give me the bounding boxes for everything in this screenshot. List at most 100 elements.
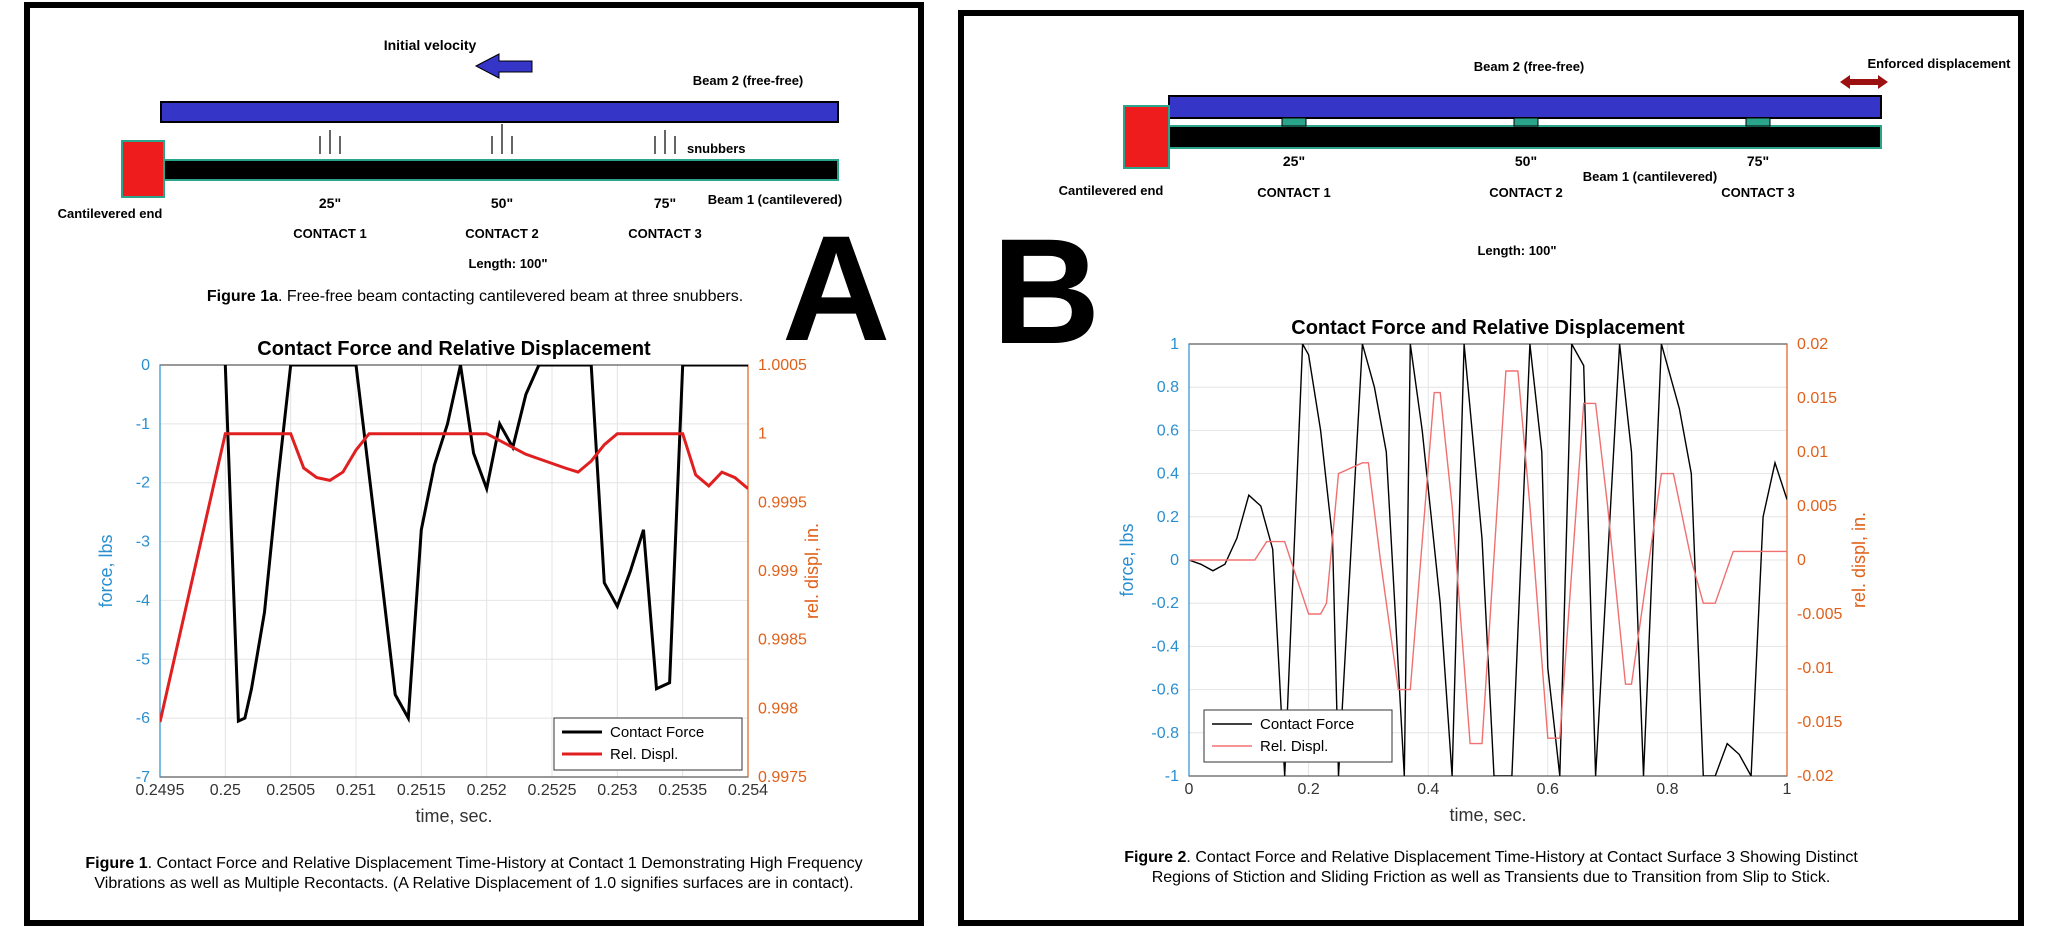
panel-b-diagram: Beam 2 (free-free) Enforced displacement… <box>1059 56 2012 258</box>
x-tick-label: 0.8 <box>1656 781 1678 798</box>
chart-title: Contact Force and Relative Displacement <box>257 338 651 360</box>
enforced-displacement-label: Enforced displacement <box>1867 56 2011 71</box>
y-tick-label: 0 <box>1170 552 1179 569</box>
x-axis-label: time, sec. <box>1449 805 1526 825</box>
legend-label: Rel. Displ. <box>610 746 678 763</box>
y-tick-label: 0.6 <box>1157 422 1179 439</box>
x-tick-label: 0 <box>1185 781 1194 798</box>
x-tick-label: 0.253 <box>597 782 637 799</box>
left-arrow-icon <box>474 53 533 79</box>
figure-1-text-1: . Contact Force and Relative Displacemen… <box>147 855 863 872</box>
figure-1-label: Figure 1 <box>85 855 148 872</box>
y2-axis-label: rel. displ, in. <box>1849 512 1869 608</box>
contact-label: CONTACT 1 <box>293 226 366 241</box>
series-line-contact-force <box>1189 344 1787 776</box>
x-tick-label: 0.2 <box>1297 781 1319 798</box>
x-tick-label: 0.254 <box>728 782 768 799</box>
y-tick-label: -0.8 <box>1151 725 1179 742</box>
panel-a: Initial velocity Beam 2 (free-free) snub… <box>24 2 924 926</box>
x-tick-label: 0.6 <box>1537 781 1559 798</box>
length-label: Length: 100" <box>1477 243 1556 258</box>
contact-label: CONTACT 3 <box>628 226 701 241</box>
y2-tick-label: 1.0005 <box>758 357 807 374</box>
x-tick-label: 0.2505 <box>266 782 315 799</box>
legend-box <box>1203 709 1393 763</box>
y-tick-label: 0.4 <box>1157 466 1179 483</box>
figure-2-text-2: Regions of Stiction and Sliding Friction… <box>1151 869 1831 886</box>
y2-tick-label: 0.9975 <box>758 769 807 786</box>
x-tick-label: 0.251 <box>336 782 376 799</box>
x-tick-label: 0.252 <box>467 782 507 799</box>
position-label: 25" <box>319 195 341 211</box>
x-tick-label: 0.25 <box>210 782 241 799</box>
y-tick-label: -0.2 <box>1151 595 1179 612</box>
legend-box <box>553 717 743 771</box>
series-line-contact-force <box>223 365 748 724</box>
contact-label: CONTACT 2 <box>1489 185 1562 200</box>
figure-1-caption: Figure 1. Contact Force and Relative Dis… <box>30 854 918 894</box>
initial-velocity-label: Initial velocity <box>384 37 477 53</box>
contact-label: CONTACT 1 <box>1257 185 1330 200</box>
figure-1-text-2: Vibrations as well as Multiple Recontact… <box>94 875 854 892</box>
y-tick-label: -5 <box>136 651 150 668</box>
y-tick-label: -7 <box>136 769 150 786</box>
y2-tick-label: 0.015 <box>1797 390 1837 407</box>
y2-tick-label: 0.998 <box>758 700 798 717</box>
plot-area: 0 0.2 0.4 0.6 0.8 1 1 0.8 0.6 0.4 0.2 0 -0.2 -0.4 -0.6… <box>1117 317 1869 825</box>
y-tick-label: 0 <box>141 357 150 374</box>
contact-label: CONTACT 2 <box>465 226 538 241</box>
y2-tick-label: -0.005 <box>1797 606 1842 623</box>
cantilevered-end-label: Cantilevered end <box>58 206 163 221</box>
beam1-label: Beam 1 (cantilevered) <box>1583 169 1717 184</box>
y-tick-label: -2 <box>136 475 150 492</box>
x-tick-label: 0.2525 <box>528 782 577 799</box>
axes-frame <box>159 364 749 778</box>
y-axis-label: force, lbs <box>96 534 116 607</box>
y2-tick-label: 0 <box>1797 552 1806 569</box>
y-tick-label: -0.6 <box>1151 682 1179 699</box>
beam1-bar <box>163 159 839 181</box>
y2-tick-label: 0.02 <box>1797 336 1828 353</box>
length-label: Length: 100" <box>468 256 547 271</box>
y-tick-label: 0.8 <box>1157 379 1179 396</box>
y-tick-label: -1 <box>136 416 150 433</box>
legend-label: Contact Force <box>610 724 704 741</box>
y-tick-label: -0.4 <box>1151 638 1179 655</box>
figure-1a-text: . Free-free beam contacting cantilevered… <box>278 288 743 305</box>
chart-title: Contact Force and Relative Displacement <box>1291 317 1685 339</box>
beam2-label: Beam 2 (free-free) <box>1474 59 1585 74</box>
series-line-rel-displ <box>160 432 748 723</box>
snubbers-marks <box>319 124 676 154</box>
y-tick-label: -1 <box>1165 768 1179 785</box>
legend: Contact Force Rel. Displ. <box>553 717 743 771</box>
y2-tick-label: 0.01 <box>1797 444 1828 461</box>
plot-area: 0.2495 0.25 0.2505 0.251 0.2515 0.252 0.2525 0.… <box>96 338 822 826</box>
y2-tick-label: 0.9985 <box>758 632 807 649</box>
x-tick-label: 0.2535 <box>658 782 707 799</box>
y2-tick-label: -0.015 <box>1797 714 1842 731</box>
y-tick-label: -3 <box>136 534 150 551</box>
y2-tick-label: 0.005 <box>1797 498 1837 515</box>
position-label: 25" <box>1283 153 1305 169</box>
y2-tick-label: 1 <box>758 426 767 443</box>
y2-tick-label: 0.9995 <box>758 494 807 511</box>
cantilevered-end-label: Cantilevered end <box>1059 183 1164 198</box>
y2-tick-label: -0.01 <box>1797 660 1834 677</box>
y-tick-label: 0.2 <box>1157 509 1179 526</box>
figure-2-caption: Figure 2. Contact Force and Relative Dis… <box>964 848 2018 888</box>
x-axis-label: time, sec. <box>415 806 492 826</box>
y2-tick-label: -0.02 <box>1797 768 1834 785</box>
snubber-pads <box>1281 117 1771 127</box>
legend-label: Rel. Displ. <box>1260 738 1328 755</box>
y2-axis-label: rel. displ, in. <box>802 523 822 619</box>
legend-label: Contact Force <box>1260 716 1354 733</box>
x-tick-label: 0.2495 <box>136 782 185 799</box>
contact-label: CONTACT 3 <box>1721 185 1794 200</box>
beam2-label: Beam 2 (free-free) <box>693 73 804 88</box>
panel-letter-b: B <box>992 207 1101 375</box>
figure-1a-caption: Figure 1a. Free-free beam contacting can… <box>207 288 743 305</box>
position-label: 50" <box>1515 153 1537 169</box>
x-tick-label: 0.2515 <box>397 782 446 799</box>
chart-b: 0 0.2 0.4 0.6 0.8 1 1 0.8 0.6 0.4 0.2 0 -0.2 -0.4 -0.6… <box>1117 317 1869 825</box>
y-tick-label: -4 <box>136 592 150 609</box>
